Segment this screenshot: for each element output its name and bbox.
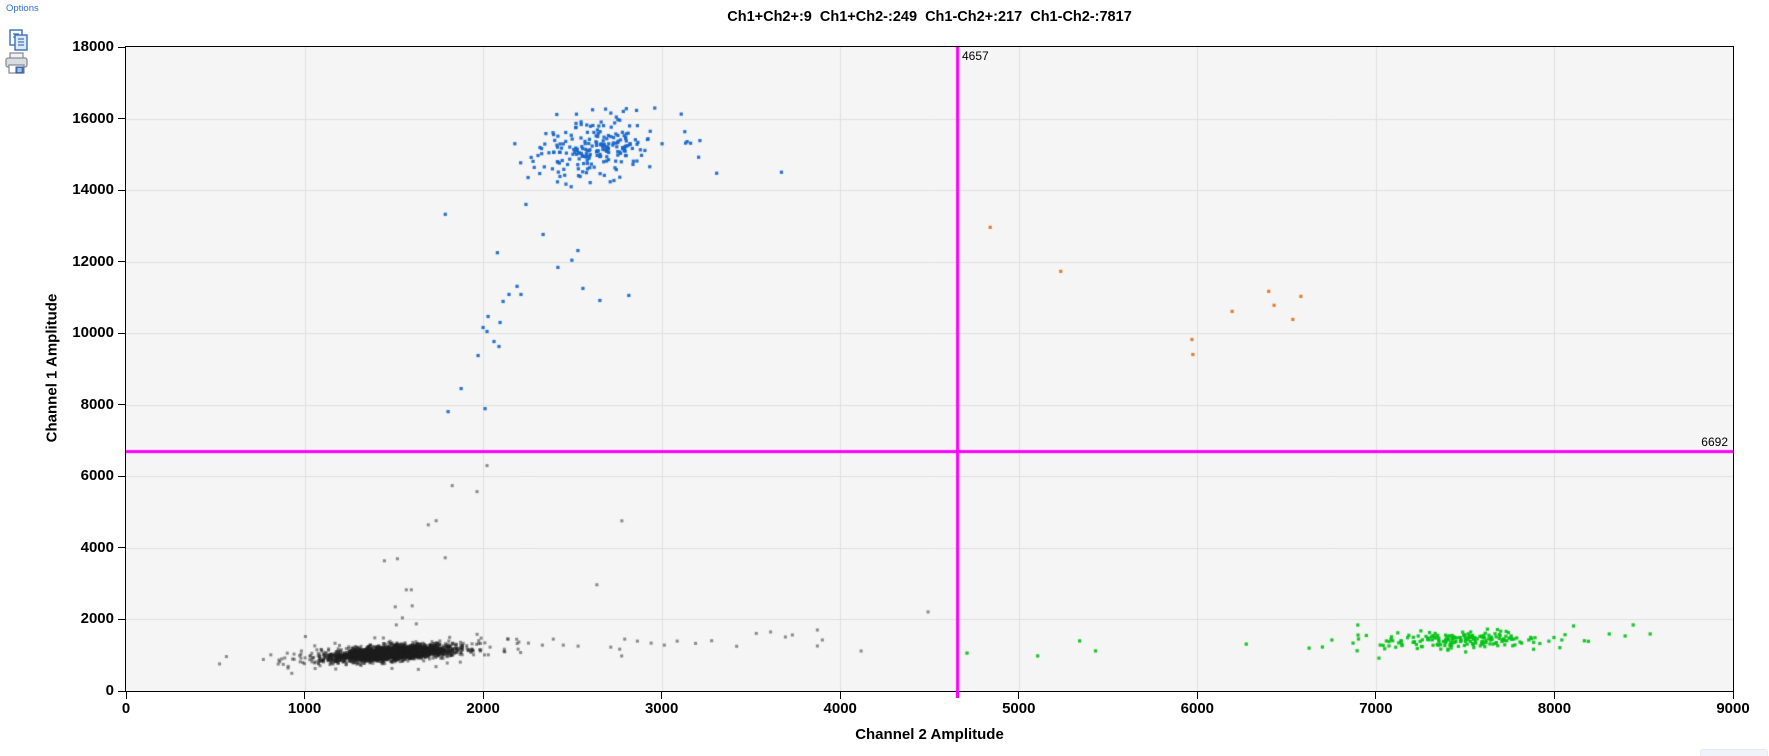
y-tick-label: 16000 (72, 109, 114, 127)
x-axis-tick (661, 691, 663, 699)
y-axis-tick (118, 46, 126, 48)
x-tick-label: 5000 (1002, 700, 1036, 717)
y-tick-label: 4000 (80, 538, 114, 556)
x-axis-tick (839, 691, 841, 699)
x-tick-label: 8000 (1537, 700, 1572, 717)
chart-title: Ch1+Ch2+:9 Ch1+Ch2-:249 Ch1-Ch2+:217 Ch1… (727, 9, 1132, 25)
x-axis-tick (482, 691, 484, 699)
y-axis-tick (118, 404, 126, 406)
options-link[interactable]: Options (6, 3, 39, 14)
x-axis-tick (125, 691, 127, 699)
x-axis-tick (1196, 691, 1198, 699)
x-tick-label: 4000 (823, 700, 857, 717)
scatter-plot-area[interactable] (125, 46, 1734, 692)
x-tick-label: 1000 (287, 700, 322, 717)
x-tick-label: 9000 (1716, 700, 1750, 717)
y-tick-label: 14000 (72, 181, 114, 199)
y-tick-label: 0 (105, 682, 114, 699)
y-axis-tick (118, 618, 126, 620)
y-tick-label: 8000 (80, 395, 114, 413)
print-icon[interactable] (3, 52, 30, 77)
x-axis-tick (1732, 691, 1734, 699)
y-tick-label: 12000 (72, 252, 114, 270)
copy-icon[interactable] (7, 29, 31, 51)
y-axis-tick (118, 332, 126, 334)
x-axis-tick (1375, 691, 1377, 699)
x-tick-label: 2000 (466, 700, 500, 717)
y-axis-tick (118, 118, 126, 120)
y-tick-label: 18000 (72, 38, 114, 55)
x-tick-label: 3000 (644, 700, 679, 717)
amplitude-scatter-canvas[interactable] (126, 47, 1733, 691)
x-threshold-label: 4657 (962, 49, 989, 63)
y-axis-tick (118, 475, 126, 477)
x-axis-tick (1018, 691, 1020, 699)
y-axis-tick (118, 547, 126, 549)
x-tick-label: 0 (121, 700, 131, 717)
y-axis-title: Channel 1 Amplitude (43, 293, 61, 443)
x-axis-tick (1553, 691, 1555, 699)
y-axis-tick (118, 261, 126, 263)
y-axis-tick (118, 690, 126, 692)
x-threshold-axis-tick (956, 691, 959, 698)
clipped-corner-widget (1700, 749, 1768, 756)
y-axis-tick (118, 189, 126, 191)
y-tick-label: 6000 (80, 467, 114, 485)
x-axis-title: Channel 2 Amplitude (855, 726, 1004, 743)
x-tick-label: 6000 (1180, 700, 1215, 717)
x-tick-label: 7000 (1359, 700, 1393, 717)
y-tick-label: 2000 (80, 610, 114, 628)
x-axis-tick (304, 691, 306, 699)
y-tick-label: 10000 (72, 324, 114, 342)
y-threshold-label: 6692 (1701, 435, 1728, 449)
